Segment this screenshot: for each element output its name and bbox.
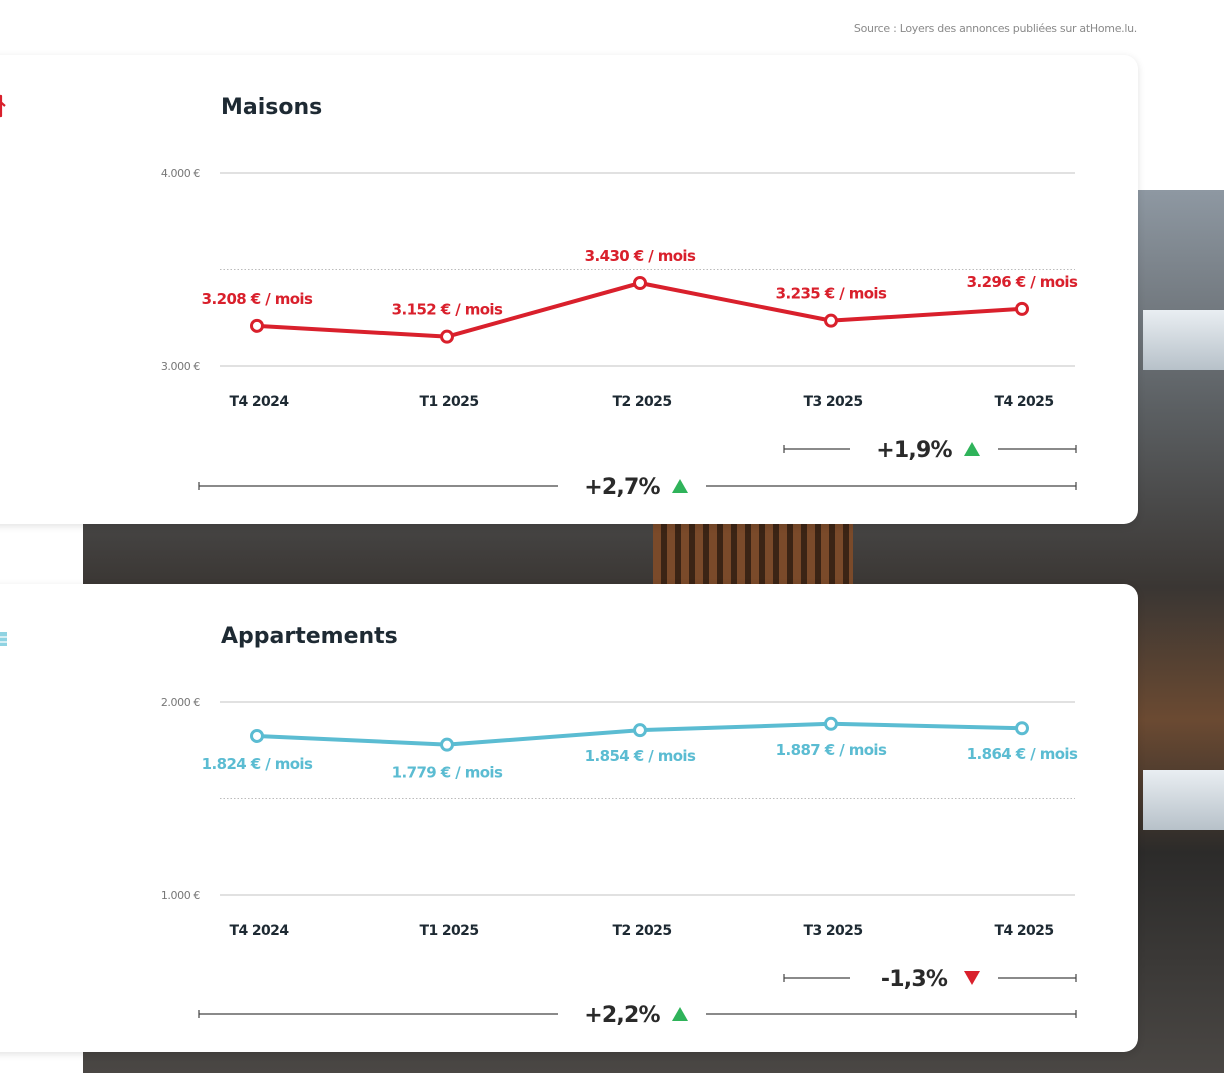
data-label: 1.824 € / mois [202,755,313,773]
y-tick-label: 1.000 € [161,889,201,902]
data-label: 1.854 € / mois [585,747,696,765]
y-tick-label: 3.000 € [161,360,201,373]
appartements-card: Appartements 2.000 € 1.000 € 1.824 € / moi… [0,584,1138,1052]
data-label: 3.430 € / mois [585,247,696,265]
triangle-up-icon [964,442,980,456]
photo-wood-slats [653,524,853,584]
x-tick-label: T4 2024 [230,923,290,939]
data-label: 3.296 € / mois [967,273,1078,291]
y-tick-label: 2.000 € [161,696,201,709]
data-label: 3.235 € / mois [776,285,887,303]
x-tick-label: T4 2025 [995,923,1054,939]
maisons-chart: 4.000 € 3.000 € 3.208 € / mois T4 2024 3.152… [161,167,1079,500]
data-point [1015,301,1029,316]
appartements-chart: 2.000 € 1.000 € 1.824 € / mois T4 2024 1.779… [161,696,1079,1028]
x-tick-label: T3 2025 [804,394,863,410]
triangle-up-icon [672,1007,688,1021]
data-label: 1.887 € / mois [776,741,887,759]
x-tick-label: T4 2024 [230,394,290,410]
data-label: 1.864 € / mois [967,745,1078,763]
chart-title: Appartements [221,624,398,649]
data-point [440,737,454,752]
x-tick-label: T4 2025 [995,394,1054,410]
x-tick-label: T2 2025 [613,394,672,410]
triangle-up-icon [672,479,688,493]
data-point [1015,721,1029,736]
change-percent-label: -1,3% [881,967,948,992]
data-label: 3.208 € / mois [202,290,313,308]
data-label: 1.779 € / mois [392,764,503,782]
data-label: 3.152 € / mois [392,301,503,319]
photo-roof [1143,770,1224,830]
chart-title: Maisons [221,95,323,120]
apartment-buildings-icon [0,632,7,646]
triangle-down-icon [964,971,980,985]
data-point [440,329,454,344]
data-point [250,318,264,333]
x-tick-label: T1 2025 [420,394,479,410]
data-point [633,276,647,291]
x-tick-label: T1 2025 [420,923,479,939]
data-point [824,313,838,328]
change-percent-label: +1,9% [876,438,952,463]
maisons-card: Maisons 4.000 € 3.000 € 3.208 € / mois T4 2… [0,55,1138,524]
source-note: Source : Loyers des annonces publiées su… [853,22,1137,35]
change-percent-label: +2,7% [584,475,660,500]
house-icon [0,94,6,118]
data-point [633,723,647,738]
data-point [824,716,838,731]
series-line [256,281,1023,339]
data-point [250,728,264,743]
x-tick-label: T3 2025 [804,923,863,939]
change-percent-label: +2,2% [584,1003,660,1028]
x-tick-label: T2 2025 [613,923,672,939]
y-tick-label: 4.000 € [161,167,201,180]
photo-roof [1143,310,1224,370]
